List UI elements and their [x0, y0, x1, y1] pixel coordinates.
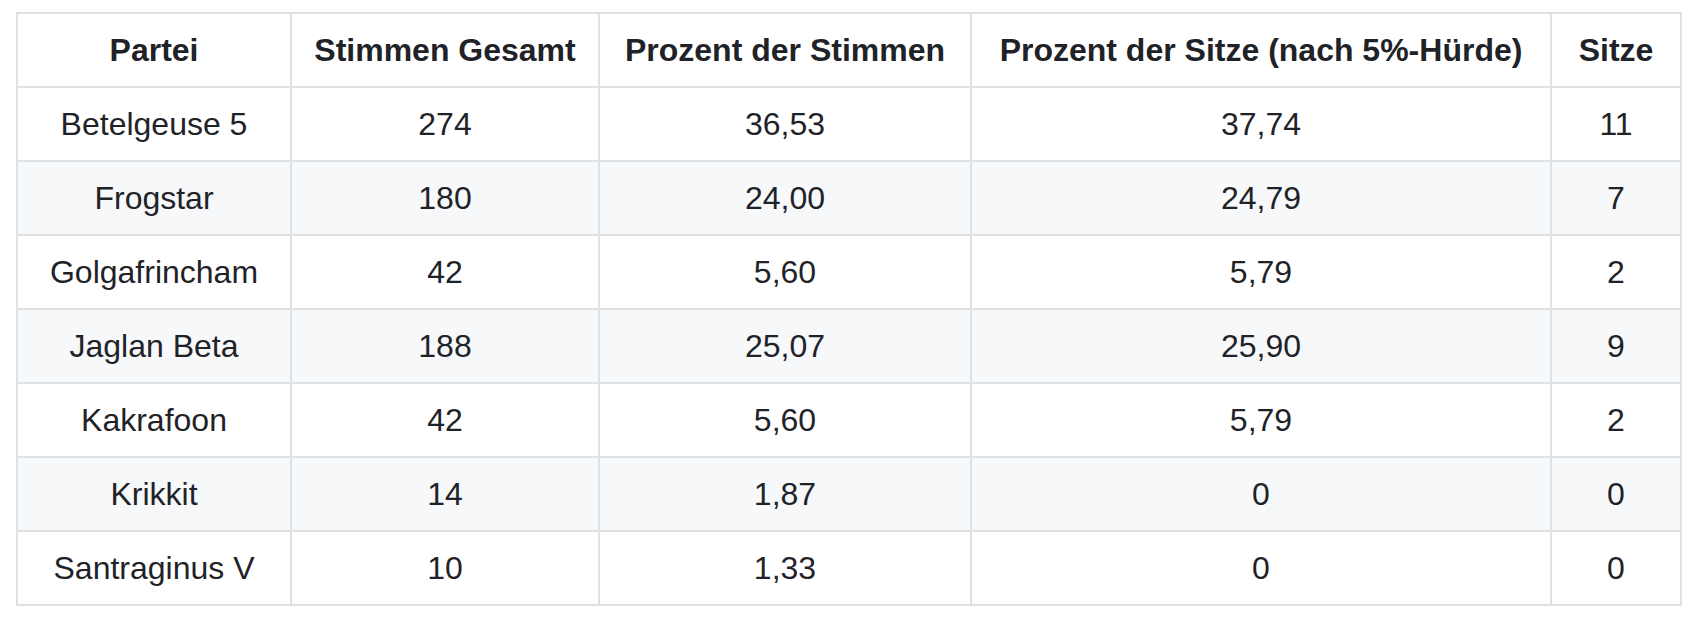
- table-row: Kakrafoon 42 5,60 5,79 2: [17, 383, 1681, 457]
- seats-percent-cell: 5,79: [971, 383, 1551, 457]
- party-cell: Golgafrincham: [17, 235, 291, 309]
- votes-total-cell: 180: [291, 161, 599, 235]
- votes-percent-cell: 5,60: [599, 235, 971, 309]
- seats-percent-cell: 37,74: [971, 87, 1551, 161]
- column-header-prozent-der-sitze: Prozent der Sitze (nach 5%-Hürde): [971, 13, 1551, 87]
- votes-total-cell: 14: [291, 457, 599, 531]
- seats-percent-cell: 0: [971, 531, 1551, 605]
- party-cell: Betelgeuse 5: [17, 87, 291, 161]
- table-header-row: Partei Stimmen Gesamt Prozent der Stimme…: [17, 13, 1681, 87]
- party-cell: Jaglan Beta: [17, 309, 291, 383]
- table-row: Santraginus V 10 1,33 0 0: [17, 531, 1681, 605]
- column-header-sitze: Sitze: [1551, 13, 1681, 87]
- votes-percent-cell: 1,33: [599, 531, 971, 605]
- party-cell: Frogstar: [17, 161, 291, 235]
- votes-total-cell: 274: [291, 87, 599, 161]
- table-row: Krikkit 14 1,87 0 0: [17, 457, 1681, 531]
- seats-percent-cell: 25,90: [971, 309, 1551, 383]
- seats-cell: 2: [1551, 383, 1681, 457]
- column-header-prozent-der-stimmen: Prozent der Stimmen: [599, 13, 971, 87]
- votes-percent-cell: 36,53: [599, 87, 971, 161]
- party-cell: Kakrafoon: [17, 383, 291, 457]
- seats-cell: 11: [1551, 87, 1681, 161]
- seats-cell: 0: [1551, 457, 1681, 531]
- seats-percent-cell: 24,79: [971, 161, 1551, 235]
- seats-cell: 9: [1551, 309, 1681, 383]
- seats-percent-cell: 5,79: [971, 235, 1551, 309]
- votes-total-cell: 42: [291, 383, 599, 457]
- votes-percent-cell: 5,60: [599, 383, 971, 457]
- seats-cell: 2: [1551, 235, 1681, 309]
- table-row: Betelgeuse 5 274 36,53 37,74 11: [17, 87, 1681, 161]
- table-row: Frogstar 180 24,00 24,79 7: [17, 161, 1681, 235]
- column-header-partei: Partei: [17, 13, 291, 87]
- votes-total-cell: 10: [291, 531, 599, 605]
- votes-percent-cell: 1,87: [599, 457, 971, 531]
- party-cell: Santraginus V: [17, 531, 291, 605]
- party-cell: Krikkit: [17, 457, 291, 531]
- column-header-stimmen-gesamt: Stimmen Gesamt: [291, 13, 599, 87]
- votes-percent-cell: 25,07: [599, 309, 971, 383]
- election-results-table: Partei Stimmen Gesamt Prozent der Stimme…: [16, 12, 1682, 606]
- table-row: Golgafrincham 42 5,60 5,79 2: [17, 235, 1681, 309]
- votes-percent-cell: 24,00: [599, 161, 971, 235]
- seats-percent-cell: 0: [971, 457, 1551, 531]
- votes-total-cell: 188: [291, 309, 599, 383]
- table-row: Jaglan Beta 188 25,07 25,90 9: [17, 309, 1681, 383]
- seats-cell: 7: [1551, 161, 1681, 235]
- votes-total-cell: 42: [291, 235, 599, 309]
- seats-cell: 0: [1551, 531, 1681, 605]
